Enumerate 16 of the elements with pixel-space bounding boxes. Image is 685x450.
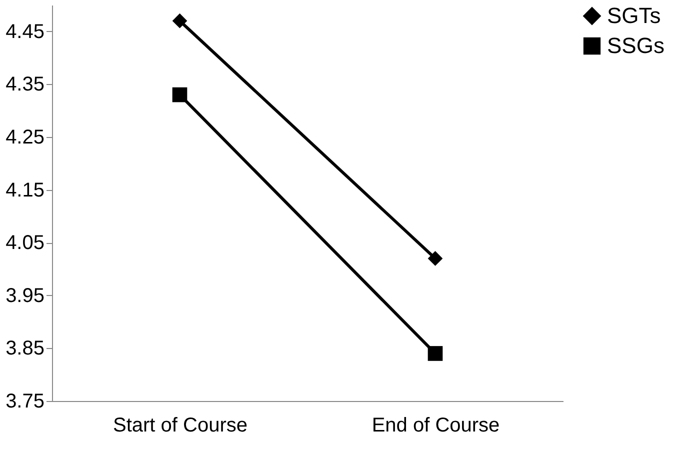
y-tick-label: 4.25 bbox=[6, 126, 44, 148]
point bbox=[172, 87, 188, 102]
point bbox=[172, 13, 188, 28]
y-tick-label: 4.15 bbox=[6, 179, 44, 202]
y-tick-label: 4.05 bbox=[6, 232, 44, 254]
x-tick-label: End of Course bbox=[372, 414, 500, 436]
point bbox=[428, 251, 443, 266]
legend-label: SSGs bbox=[607, 33, 664, 58]
y-tick-label: 3.75 bbox=[6, 390, 44, 412]
y-tick-label: 4.45 bbox=[6, 20, 44, 43]
y-tick-label: 4.35 bbox=[6, 74, 44, 96]
point bbox=[428, 346, 443, 361]
y-tick-label: 3.85 bbox=[6, 338, 44, 360]
y-tick-label: 3.95 bbox=[6, 284, 44, 307]
x-tick-label: Start of Course bbox=[112, 414, 248, 436]
legend-label: SGTs bbox=[607, 3, 661, 28]
